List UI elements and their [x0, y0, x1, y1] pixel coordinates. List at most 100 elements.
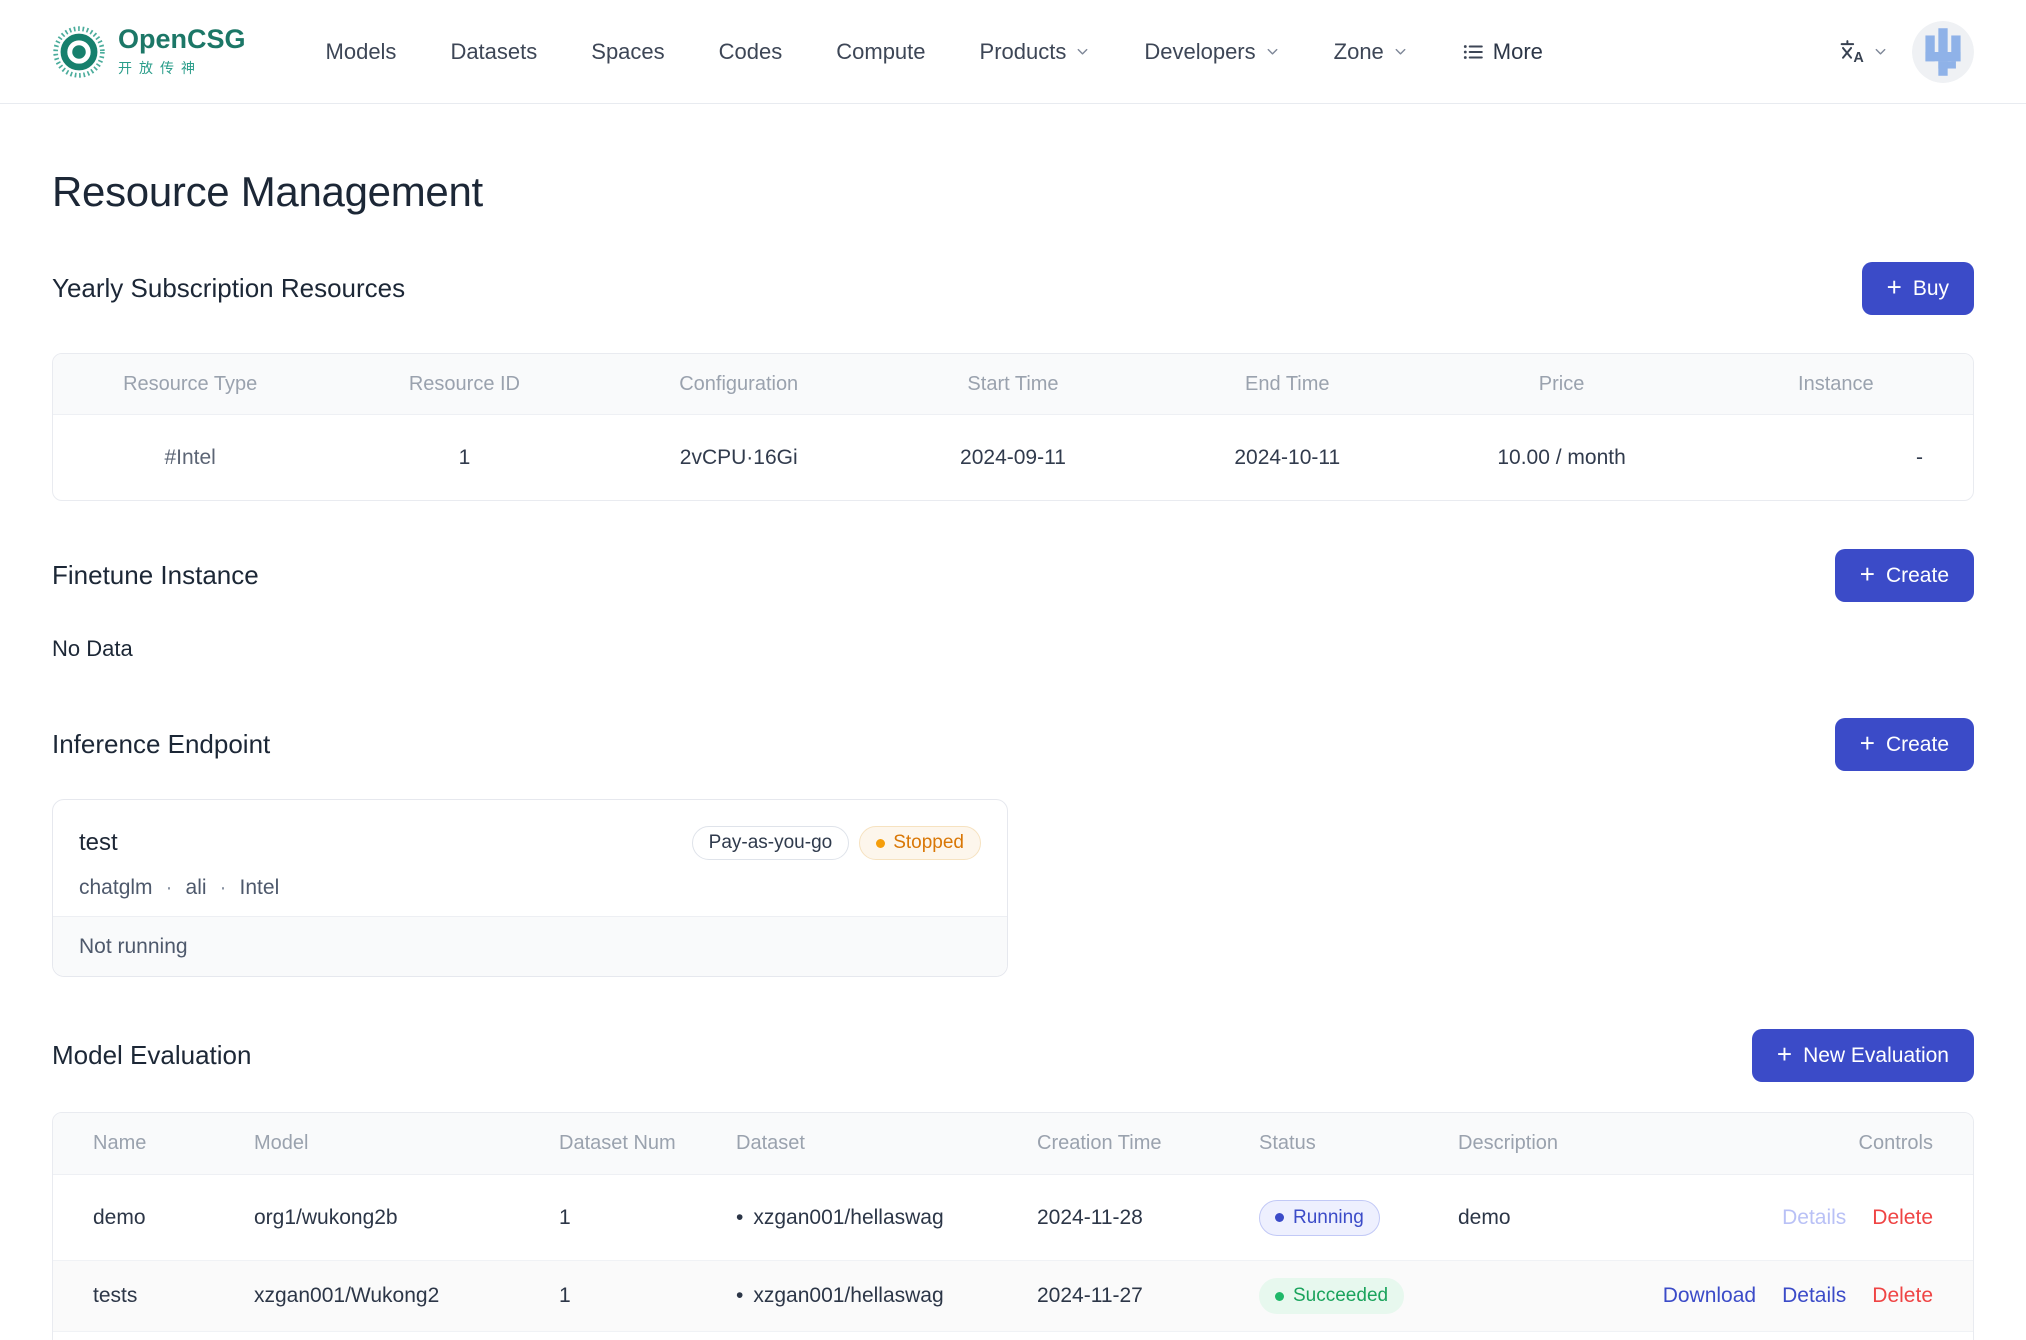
delete-link[interactable]: Delete [1872, 1284, 1933, 1307]
column-header-end-time: End Time [1245, 372, 1330, 395]
details-link[interactable]: Details [1782, 1284, 1847, 1307]
details-link: Details [1782, 1205, 1847, 1229]
nav-item-models[interactable]: Models [326, 39, 397, 65]
status-badge-succeeded: Succeeded [1259, 1278, 1405, 1314]
brand-name: OpenCSG [118, 24, 246, 55]
cell-price: 10.00 / month [1497, 445, 1626, 469]
status-badge-stopped: Stopped [859, 826, 981, 860]
bullet-icon: • [736, 1205, 744, 1229]
finetune-create-button[interactable]: + Create [1834, 549, 1974, 602]
cell-resource-type: #Intel [164, 445, 216, 469]
opencsg-logo-icon [53, 25, 105, 78]
nav-item-developers[interactable]: Developers [1144, 39, 1279, 65]
billing-badge: Pay-as-you-go [691, 826, 850, 860]
endpoint-meta-item: ali [185, 876, 207, 899]
nav-item-label: Zone [1333, 38, 1384, 64]
status-dot [1275, 1291, 1284, 1301]
brand-subtitle: 开放传神 [118, 59, 202, 76]
column-header-model: Model [254, 1132, 309, 1154]
create-button-label: Create [1885, 563, 1949, 587]
cell-status: Succeeded [1259, 1278, 1458, 1314]
endpoint-meta-item: Intel [239, 876, 280, 899]
nav-item-datasets[interactable]: Datasets [450, 39, 537, 65]
evaluation-table-header: Name Model Dataset Num Dataset Creation Time… [53, 1113, 1973, 1175]
column-header-price: Price [1538, 372, 1585, 395]
delete-link[interactable]: Delete [1872, 1205, 1933, 1229]
cell-creation-time: 2024-11-27 [1037, 1284, 1143, 1307]
cell-model: org1/wukong2b [254, 1205, 398, 1229]
cell-name: demo [93, 1205, 146, 1229]
buy-button[interactable]: + Buy [1861, 262, 1974, 315]
nav-item-codes[interactable]: Codes [719, 39, 783, 65]
nav-item-label: Compute [836, 38, 926, 64]
new-evaluation-button[interactable]: + New Evaluation [1751, 1029, 1974, 1082]
endpoint-card[interactable]: test Pay-as-you-go Stopped chatglm · ali · I… [52, 799, 1008, 977]
status-dot [876, 838, 886, 848]
evaluation-table-filler [53, 1332, 1973, 1340]
column-header-status: Status [1259, 1132, 1316, 1154]
download-link[interactable]: Download [1662, 1284, 1757, 1307]
nav-item-label: Products [979, 38, 1067, 64]
nav-item-spaces[interactable]: Spaces [591, 39, 664, 65]
column-header-controls: Controls [1858, 1132, 1933, 1154]
main-content: Resource Management Yearly Subscription … [0, 168, 2026, 1340]
evaluation-table: Name Model Dataset Num Dataset Creation Time… [52, 1112, 1974, 1340]
section-title-evaluation: Model Evaluation [52, 1040, 252, 1070]
status-badge-running: Running [1259, 1199, 1380, 1236]
endpoint-name: test [79, 829, 118, 856]
nav-item-zone[interactable]: Zone [1334, 39, 1408, 65]
cell-dataset-num: 1 [559, 1205, 571, 1229]
status-label: Succeeded [1293, 1285, 1389, 1306]
column-header-resource-type: Resource Type [123, 372, 258, 395]
nav-item-label: More [1492, 38, 1543, 64]
plus-icon: + [1886, 272, 1902, 302]
user-avatar[interactable] [1912, 20, 1974, 83]
column-header-configuration: Configuration [679, 372, 799, 395]
nav-item-products[interactable]: Products [980, 39, 1091, 65]
create-button-label: Create [1885, 732, 1949, 756]
column-header-description: Description [1458, 1132, 1559, 1154]
inference-create-button[interactable]: + Create [1834, 718, 1974, 771]
opencsg-logo[interactable]: OpenCSG 开放传神 [52, 24, 246, 79]
cell-name: tests [93, 1284, 138, 1307]
translate-icon: A [1840, 39, 1864, 65]
subscription-table-body: #Intel 1 2vCPU·16Gi 2024-09-11 2024-10-11 10.… [53, 415, 1973, 500]
status-label: Running [1293, 1206, 1364, 1228]
plus-icon: + [1776, 1039, 1793, 1069]
cell-configuration: 2vCPU·16Gi [679, 445, 798, 469]
language-switcher[interactable]: A [1837, 37, 1888, 67]
endpoint-meta: chatglm · ali · Intel [79, 876, 981, 900]
nav-item-label: Models [325, 38, 397, 64]
status-dot [1275, 1213, 1284, 1222]
cell-creation-time: 2024-11-28 [1037, 1205, 1143, 1229]
cell-instance: - [1915, 445, 1923, 469]
cell-resource-id: 1 [458, 445, 471, 469]
page-title: Resource Management [52, 168, 483, 215]
cell-controls: Details Delete [1723, 1206, 1933, 1230]
cell-description: demo [1458, 1205, 1511, 1229]
nav-item-label: Developers [1144, 38, 1256, 64]
nav-item-more[interactable]: More [1462, 39, 1543, 65]
chevron-down-icon [1267, 48, 1278, 55]
table-row: demo org1/wukong2b 1 • xzgan001/hellaswag 202… [53, 1175, 1973, 1261]
section-title-inference: Inference Endpoint [52, 729, 271, 759]
column-header-name: Name [93, 1132, 147, 1154]
nav-item-compute[interactable]: Compute [836, 39, 925, 65]
subscription-table: Resource Type Resource ID Configuration Sta… [52, 353, 1974, 501]
column-header-dataset-num: Dataset Num [559, 1132, 676, 1154]
list-icon [1463, 44, 1483, 59]
plus-icon: + [1859, 728, 1875, 758]
evaluation-table-body: demo org1/wukong2b 1 • xzgan001/hellaswag 202… [53, 1175, 1973, 1332]
table-row: tests xzgan001/Wukong2 1 • xzgan001/hellaswa… [53, 1261, 1973, 1332]
nav-links: Models Datasets Spaces Codes Compute Products… [326, 39, 1408, 65]
new-evaluation-button-label: New Evaluation [1803, 1043, 1949, 1067]
column-header-creation-time: Creation Time [1037, 1132, 1162, 1154]
meta-separator-icon: · [219, 876, 227, 899]
cell-start-time: 2024-09-11 [960, 445, 1066, 469]
top-navbar: OpenCSG 开放传神 Models Datasets Spaces Codes Co… [0, 0, 2026, 104]
dataset-label: xzgan001/hellaswag [753, 1205, 944, 1229]
buy-button-label: Buy [1912, 276, 1949, 300]
endpoint-meta-item: chatglm [79, 876, 153, 899]
nav-item-label: Datasets [450, 38, 538, 64]
cell-end-time: 2024-10-11 [1234, 445, 1341, 469]
